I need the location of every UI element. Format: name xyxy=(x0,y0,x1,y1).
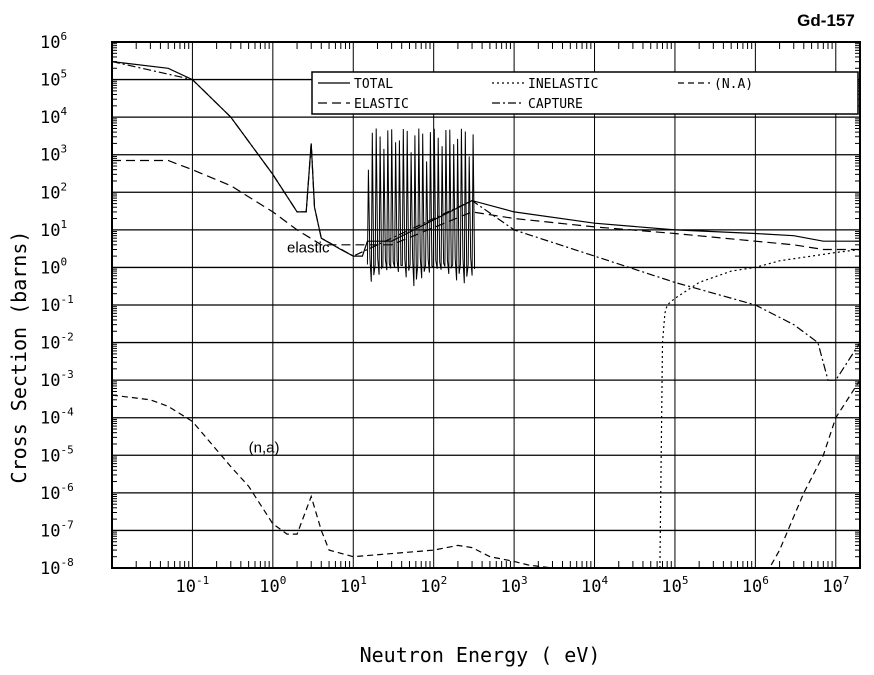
x-tick-label: 107 xyxy=(822,574,849,597)
annotation-label: (n,a) xyxy=(249,439,280,456)
y-tick-label: 102 xyxy=(40,180,67,203)
chart-title: Gd-157 xyxy=(797,11,855,30)
y-tick-labels: 10-8 10-7 10-6 10-5 10-4 10-3 10-2 10-1 100 101 10… xyxy=(40,30,74,579)
plot-frame xyxy=(111,41,861,569)
legend: TOTAL ELASTIC CAPTURE INELASTIC (N.A) xyxy=(311,71,859,115)
y-tick-label: 10-4 xyxy=(40,406,74,429)
y-tick-label: 100 xyxy=(40,255,67,278)
x-tick-labels: 10-1 100 101 102 103 104 105 106 107 xyxy=(176,574,850,597)
grid-layer xyxy=(112,41,861,569)
y-axis-label: Cross Section (barns) xyxy=(7,231,31,484)
series-line xyxy=(111,61,861,381)
series-layer xyxy=(111,61,861,569)
legend-label: INELASTIC xyxy=(528,77,598,92)
y-tick-label: 10-7 xyxy=(40,518,74,541)
x-tick-label: 104 xyxy=(581,574,608,597)
series-line xyxy=(111,379,861,569)
y-tick-label: 10-5 xyxy=(40,443,74,466)
y-tick-label: 10-1 xyxy=(40,293,74,316)
x-tick-label: 102 xyxy=(420,574,447,597)
y-tick-label: 10-6 xyxy=(40,481,74,504)
y-tick-label: 106 xyxy=(40,30,67,53)
series-line xyxy=(659,248,861,569)
annotation-label: elastic xyxy=(287,239,330,256)
y-tick-label: 10-3 xyxy=(40,368,74,391)
x-tick-label: 10-1 xyxy=(176,574,210,597)
annotation-layer: elastic (n,a) xyxy=(249,239,330,456)
legend-label: ELASTIC xyxy=(354,97,409,112)
x-tick-label: 103 xyxy=(501,574,528,597)
x-tick-label: 106 xyxy=(742,574,769,597)
y-tick-label: 105 xyxy=(40,68,67,91)
legend-label: (N.A) xyxy=(714,77,753,92)
y-tick-label: 101 xyxy=(40,218,67,241)
y-tick-label: 10-2 xyxy=(40,331,74,354)
y-tick-label: 10-8 xyxy=(40,556,74,579)
series-line xyxy=(112,159,860,251)
legend-label: CAPTURE xyxy=(528,97,583,112)
legend-label: TOTAL xyxy=(354,77,393,92)
y-tick-label: 103 xyxy=(40,143,67,166)
x-tick-label: 105 xyxy=(661,574,688,597)
x-tick-label: 100 xyxy=(259,574,286,597)
y-tick-label: 104 xyxy=(40,105,67,128)
x-tick-label: 101 xyxy=(340,574,367,597)
legend-box xyxy=(311,71,859,115)
x-axis-label: Neutron Energy ( eV) xyxy=(360,643,601,667)
